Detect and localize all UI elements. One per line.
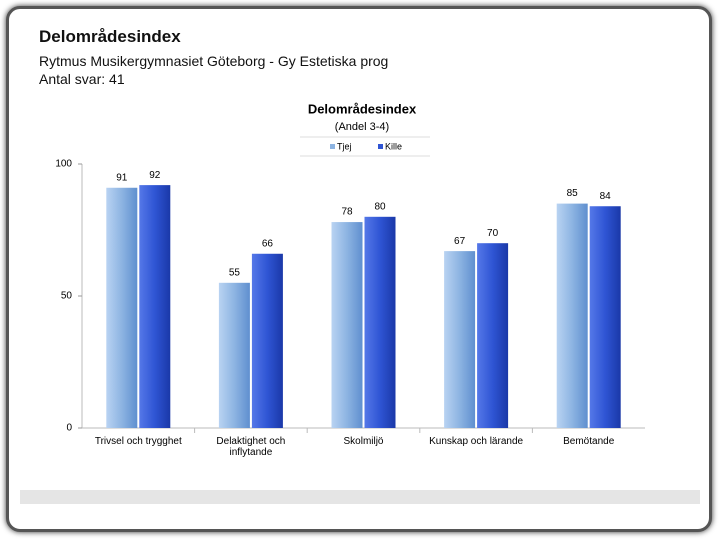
footer-figures [20, 490, 700, 504]
response-count: Antal svar: 41 [39, 71, 125, 87]
legend-label: Kille [385, 141, 402, 151]
x-tick-label: Kunskap och lärande [429, 436, 524, 447]
bar [106, 187, 138, 428]
x-tick-label: Delaktighet och inflytande [216, 436, 286, 458]
x-tick-label: Bemötande [563, 436, 615, 447]
value-label: 78 [341, 207, 353, 218]
legend-swatch [330, 144, 335, 149]
y-tick-label: 100 [55, 159, 72, 170]
bar [556, 203, 588, 428]
x-tick-label: Trivsel och trygghet [94, 436, 182, 447]
value-label: 91 [116, 172, 128, 183]
y-tick-label: 0 [66, 423, 72, 434]
bar [444, 251, 476, 428]
legend-swatch [378, 144, 383, 149]
bar [477, 243, 509, 428]
chart-title: Delområdesindex [308, 101, 417, 116]
bar [331, 222, 363, 428]
bar [364, 216, 396, 428]
y-tick-label: 50 [61, 291, 73, 302]
legend-label: Tjej [337, 141, 352, 151]
bar [218, 282, 250, 428]
value-label: 70 [487, 228, 499, 239]
value-label: 84 [600, 191, 612, 202]
slide-subtitle: Rytmus Musikergymnasiet Göteborg - Gy Es… [39, 53, 389, 69]
chart-subtitle: (Andel 3-4) [335, 121, 389, 133]
value-label: 92 [149, 170, 161, 181]
value-label: 80 [374, 201, 386, 212]
bar [251, 253, 283, 428]
x-tick-label: Skolmiljö [343, 436, 384, 447]
value-label: 55 [229, 267, 241, 278]
bar [589, 206, 621, 428]
bar [139, 185, 171, 428]
value-label: 66 [262, 238, 274, 249]
value-label: 85 [567, 188, 579, 199]
value-label: 67 [454, 236, 466, 247]
slide-title: Delområdesindex [39, 27, 181, 46]
